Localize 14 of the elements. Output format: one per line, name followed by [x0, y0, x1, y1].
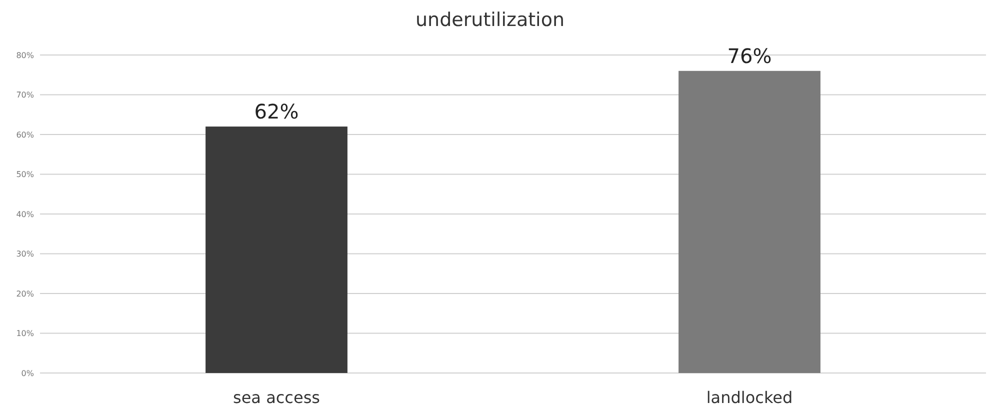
chart-title: underutilization	[416, 9, 564, 31]
y-tick-label: 30%	[16, 250, 34, 259]
y-tick-label: 0%	[21, 368, 34, 378]
y-tick-label: 40%	[16, 210, 34, 219]
y-tick-label: 60%	[16, 130, 34, 140]
data-label: 76%	[727, 44, 772, 68]
y-tick-label: 10%	[16, 329, 34, 338]
y-tick-label: 80%	[16, 50, 34, 60]
y-tick-label: 50%	[16, 170, 34, 180]
x-tick-label: landlocked	[706, 388, 793, 407]
data-label: 62%	[254, 100, 299, 124]
y-tick-label: 70%	[16, 90, 34, 100]
y-tick-label: 20%	[16, 289, 34, 298]
x-tick-label: sea access	[233, 388, 320, 407]
